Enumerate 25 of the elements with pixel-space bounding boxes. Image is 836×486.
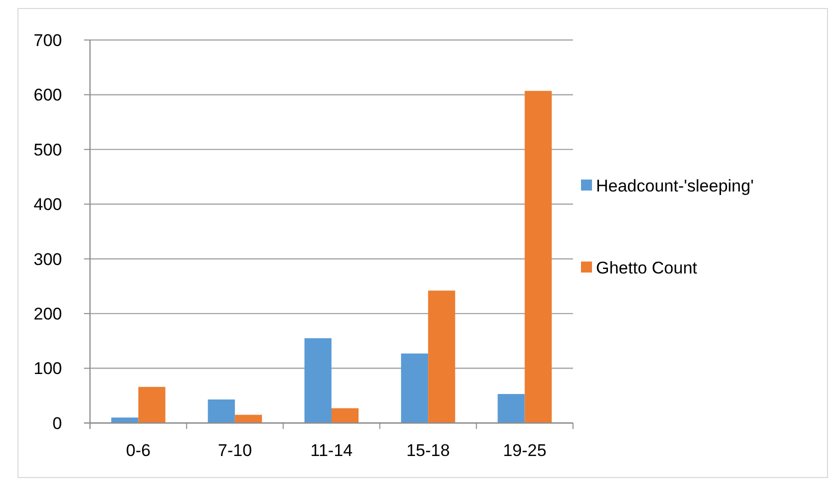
bar [234,414,262,423]
y-tick-label: 600 [34,86,62,105]
y-tick-label: 300 [34,250,62,269]
x-tick-label: 19-25 [502,441,546,460]
bar [524,90,552,423]
bar [498,394,525,423]
bar [138,386,166,423]
x-tick-label: 0-6 [126,441,151,460]
y-tick-label: 200 [34,304,62,324]
y-tick-label: 400 [34,195,62,214]
y-tick-label: 100 [34,359,62,378]
bar [208,399,235,423]
legend-label: Ghetto Count [596,258,698,278]
y-tick-label: 0 [52,414,62,433]
x-tick-label: 7-10 [218,441,252,460]
y-tick-label: 700 [34,30,62,50]
bar [401,354,428,423]
bar [304,338,332,423]
legend-label: Headcount-'sleeping' [596,176,754,196]
bar [111,418,138,423]
bar [332,408,359,423]
x-tick-label: 15-18 [406,441,450,460]
y-tick-label: 500 [34,140,62,160]
bar [428,290,456,423]
x-tick-label: 11-14 [310,441,353,460]
